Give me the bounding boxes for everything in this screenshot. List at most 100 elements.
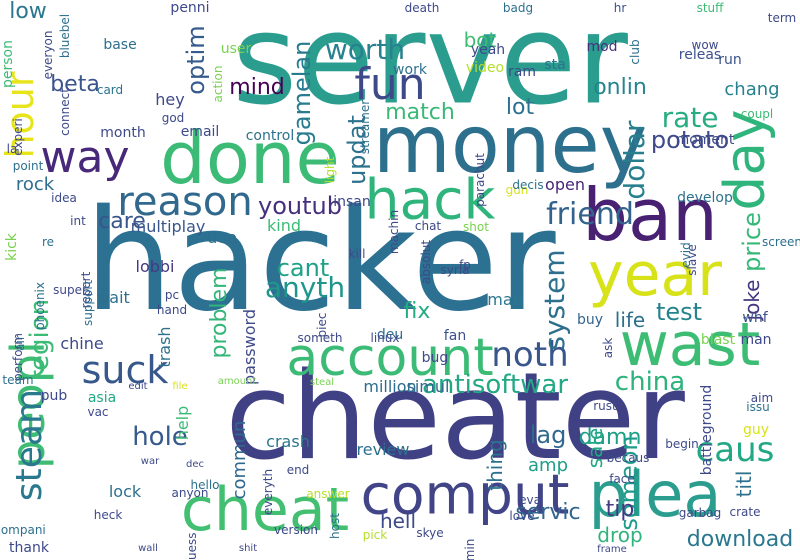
word-control: control [245, 128, 295, 144]
word-deu: deu [376, 327, 404, 343]
word-cheat: cheat [180, 475, 350, 545]
word-god: god [161, 111, 185, 125]
word-review: review [356, 440, 410, 459]
word-map: map [487, 290, 523, 309]
word-thing: thing [483, 439, 507, 491]
word-amp: amp [528, 455, 568, 476]
word-evid: evid [679, 242, 693, 268]
word-potato: potato [650, 126, 730, 154]
word-asia: asia [87, 390, 117, 406]
word-releas: releas [678, 47, 722, 63]
word-base: base [103, 37, 137, 53]
word-work: work [393, 62, 427, 78]
word-price: price [738, 212, 766, 272]
word-rate: rate [661, 101, 719, 134]
word-video: video [465, 60, 505, 76]
word-hole: hole [132, 422, 188, 452]
word-ask: ask [601, 337, 615, 359]
word-system: system [538, 249, 571, 351]
word-account: account [286, 328, 494, 388]
word-low: low [9, 0, 47, 24]
word-support: support [81, 279, 95, 327]
word-servic: servic [515, 500, 581, 525]
word-hey: hey [155, 90, 185, 109]
word-doe: doe [207, 228, 237, 247]
word-email: email [180, 124, 220, 140]
word-chine: chine [60, 334, 104, 353]
word-card: card [96, 83, 124, 97]
word-problem: problem [207, 267, 232, 359]
word-tip: tip [605, 497, 635, 522]
word-streamer: streamer [358, 99, 372, 155]
word-face: face [609, 472, 635, 486]
word-life: life [614, 308, 646, 332]
word-china: china [614, 367, 686, 397]
word-idea: idea [51, 191, 77, 205]
word-lock: lock [108, 482, 142, 501]
word-chang: chang [724, 79, 780, 100]
word-dollar: dollar [618, 120, 651, 200]
word-super: super [53, 283, 87, 297]
word-kill: kill [348, 247, 366, 261]
word-antisoftwar: antisoftwar [421, 370, 569, 400]
word-multiplay: multiplay [130, 217, 206, 236]
word-action: action [211, 65, 225, 103]
word-penni: penni [170, 0, 210, 16]
word-absolut: absolut [419, 239, 433, 285]
word-vac: vac [87, 405, 109, 419]
word-shot: shot [463, 220, 489, 234]
word-yeah: yeah [470, 42, 506, 58]
word-point: point [12, 159, 44, 173]
word-end: end [286, 463, 310, 477]
word-open: open [545, 175, 585, 194]
word-kind: kind [266, 216, 302, 235]
word-term: term [767, 11, 797, 25]
word-money: money [372, 98, 648, 191]
word-la: la [6, 142, 18, 156]
word-guess: guess [185, 532, 199, 560]
word-bug: bug [421, 350, 449, 366]
word-issu: issu [746, 400, 770, 414]
word-stuff: stuff [696, 1, 724, 15]
word-way: way [40, 132, 130, 183]
word-heck: heck [93, 508, 123, 522]
word-everyon: everyon [41, 30, 55, 80]
word-eva: eva [519, 493, 541, 507]
word-lobbi: lobbi [135, 257, 175, 276]
word-machin: machin [387, 209, 401, 255]
word-linux: linux [370, 331, 400, 345]
word-light: light [323, 156, 337, 184]
word-crate: crate [729, 505, 761, 519]
word-hr: hr [613, 1, 627, 15]
word-hack: hack [364, 167, 496, 232]
word-suck: suck [81, 348, 169, 392]
word-someth: someth [297, 331, 343, 345]
word-develop: develop [677, 190, 733, 206]
word-test: test [655, 298, 703, 326]
word-optim: optim [182, 25, 210, 95]
word-hell: hell [379, 509, 417, 533]
word-bot: bot [463, 28, 497, 52]
word-friend: friend [546, 197, 634, 232]
word-simul: simul [406, 377, 450, 396]
word-plea: plea [588, 458, 722, 531]
word-war: war [140, 456, 160, 467]
word-caus: caus [695, 430, 775, 470]
word-screen: screen [762, 235, 800, 249]
word-compani: compani [0, 523, 46, 537]
word-skye: skye [416, 526, 444, 540]
word-mind: mind [229, 75, 285, 100]
word-coupl: coupl [740, 107, 774, 121]
word-min: min [463, 538, 477, 560]
word-onlin: onlin [593, 75, 647, 100]
word-youtub: youtub [258, 192, 342, 220]
word-aim: aim [750, 391, 774, 405]
word-connect: connect [58, 88, 72, 136]
word-done: done [160, 116, 340, 200]
word-million: million [363, 377, 417, 396]
word-mod: mod [586, 39, 618, 55]
word-frame: frame [597, 544, 627, 555]
word-help: help [173, 405, 192, 441]
word-wall: wall [138, 543, 158, 554]
word-death: death [404, 1, 440, 15]
